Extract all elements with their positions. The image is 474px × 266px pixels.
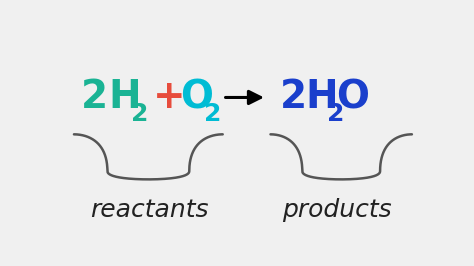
Text: 2: 2 (280, 78, 320, 117)
Text: products: products (282, 198, 392, 222)
Text: O: O (181, 78, 213, 117)
Text: 2: 2 (328, 102, 345, 126)
Text: H: H (109, 78, 141, 117)
Text: H: H (305, 78, 338, 117)
Text: reactants: reactants (90, 198, 209, 222)
Text: 2: 2 (204, 102, 222, 126)
Text: 2: 2 (82, 78, 122, 117)
Text: 2: 2 (131, 102, 148, 126)
Text: +: + (153, 78, 185, 117)
Text: O: O (337, 78, 370, 117)
